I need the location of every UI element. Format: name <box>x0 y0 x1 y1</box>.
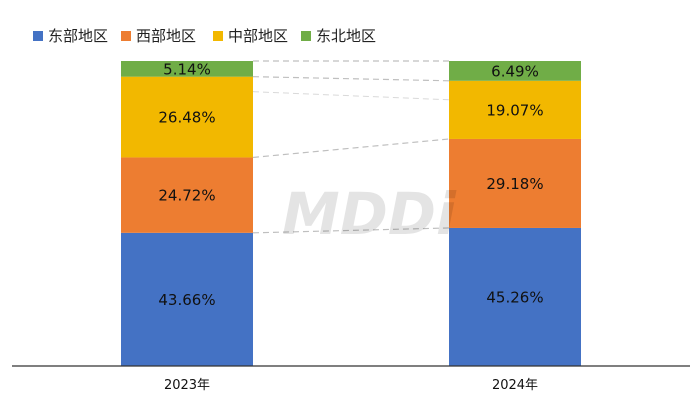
data-label-1-2: 19.07% <box>486 101 543 119</box>
bars <box>121 61 581 366</box>
data-label-0-1: 24.72% <box>158 187 215 205</box>
data-label-0-0: 43.66% <box>158 291 215 309</box>
data-labels: 43.66% 24.72% 26.48% 5.14% 45.26% 29.18% 19.07… <box>158 60 543 309</box>
data-label-1-1: 29.18% <box>486 175 543 193</box>
x-tick-label-1: 2024年 <box>492 378 538 393</box>
x-tick-label-0: 2023年 <box>164 378 210 393</box>
connector-line-aux <box>252 91 450 101</box>
bar-0-series-1 <box>121 157 253 233</box>
legend-label-0: 东部地区 <box>48 27 108 45</box>
connector-line-3 <box>252 76 450 82</box>
x-axis-ticks: 2023年 2024年 <box>164 378 538 393</box>
legend-label-1: 西部地区 <box>136 27 196 45</box>
legend-swatch-2 <box>213 31 223 41</box>
bar-0-series-0 <box>121 232 253 366</box>
legend-swatch-0 <box>33 31 43 41</box>
data-label-1-0: 45.26% <box>486 288 543 306</box>
connector-lines <box>252 60 450 234</box>
legend-swatch-1 <box>121 31 131 41</box>
bar-1-series-1 <box>449 138 581 228</box>
data-label-0-2: 26.48% <box>158 109 215 127</box>
connector-line-1 <box>252 227 450 234</box>
watermark: MDDi <box>282 180 457 248</box>
bar-0-series-3 <box>121 61 253 77</box>
bar-1-series-3 <box>449 61 581 81</box>
legend-swatch-3 <box>301 31 311 41</box>
data-label-0-3: 5.14% <box>163 60 211 78</box>
bar-1-series-0 <box>449 227 581 366</box>
legend-label-2: 中部地区 <box>228 27 288 45</box>
connector-line-2 <box>252 138 450 159</box>
bar-0-series-2 <box>121 76 253 158</box>
legend-label-3: 东北地区 <box>316 27 376 45</box>
bar-1-series-2 <box>449 80 581 139</box>
data-label-1-3: 6.49% <box>491 62 539 80</box>
legend: 东部地区 西部地区 中部地区 东北地区 <box>33 27 376 45</box>
